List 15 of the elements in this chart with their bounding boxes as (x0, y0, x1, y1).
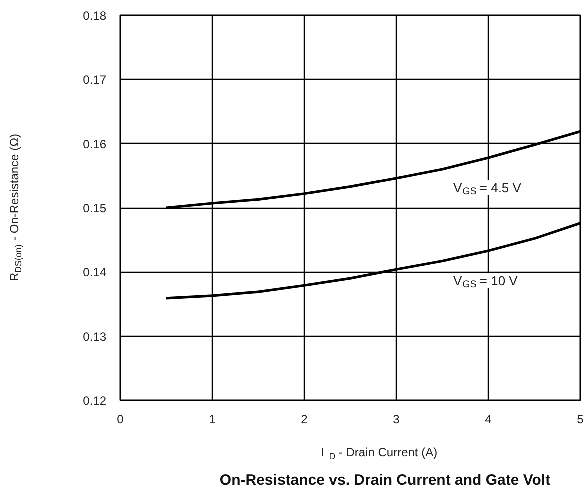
x-tick-label: 3 (393, 412, 400, 426)
x-tick-label: 5 (577, 412, 584, 426)
x-tick-label: 4 (485, 412, 492, 426)
y-tick-label: 0.13 (83, 330, 107, 344)
y-tick-label: 0.17 (83, 73, 107, 88)
y-tick-label: 0.18 (83, 9, 107, 23)
y-tick-label: 0.15 (83, 202, 107, 216)
y-tick-label: 0.14 (83, 266, 107, 280)
x-tick-label: 0 (117, 412, 124, 426)
y-tick-label: 0.12 (83, 394, 107, 408)
y-tick-label: 0.16 (83, 137, 107, 152)
x-tick-label: 1 (209, 412, 216, 426)
y-axis-title: RDS(on) - On-Resistance (Ω) (8, 134, 24, 282)
x-tick-label: 2 (301, 412, 308, 426)
text: On-Resistance vs. Drain Current and Gate Volt (220, 472, 551, 489)
